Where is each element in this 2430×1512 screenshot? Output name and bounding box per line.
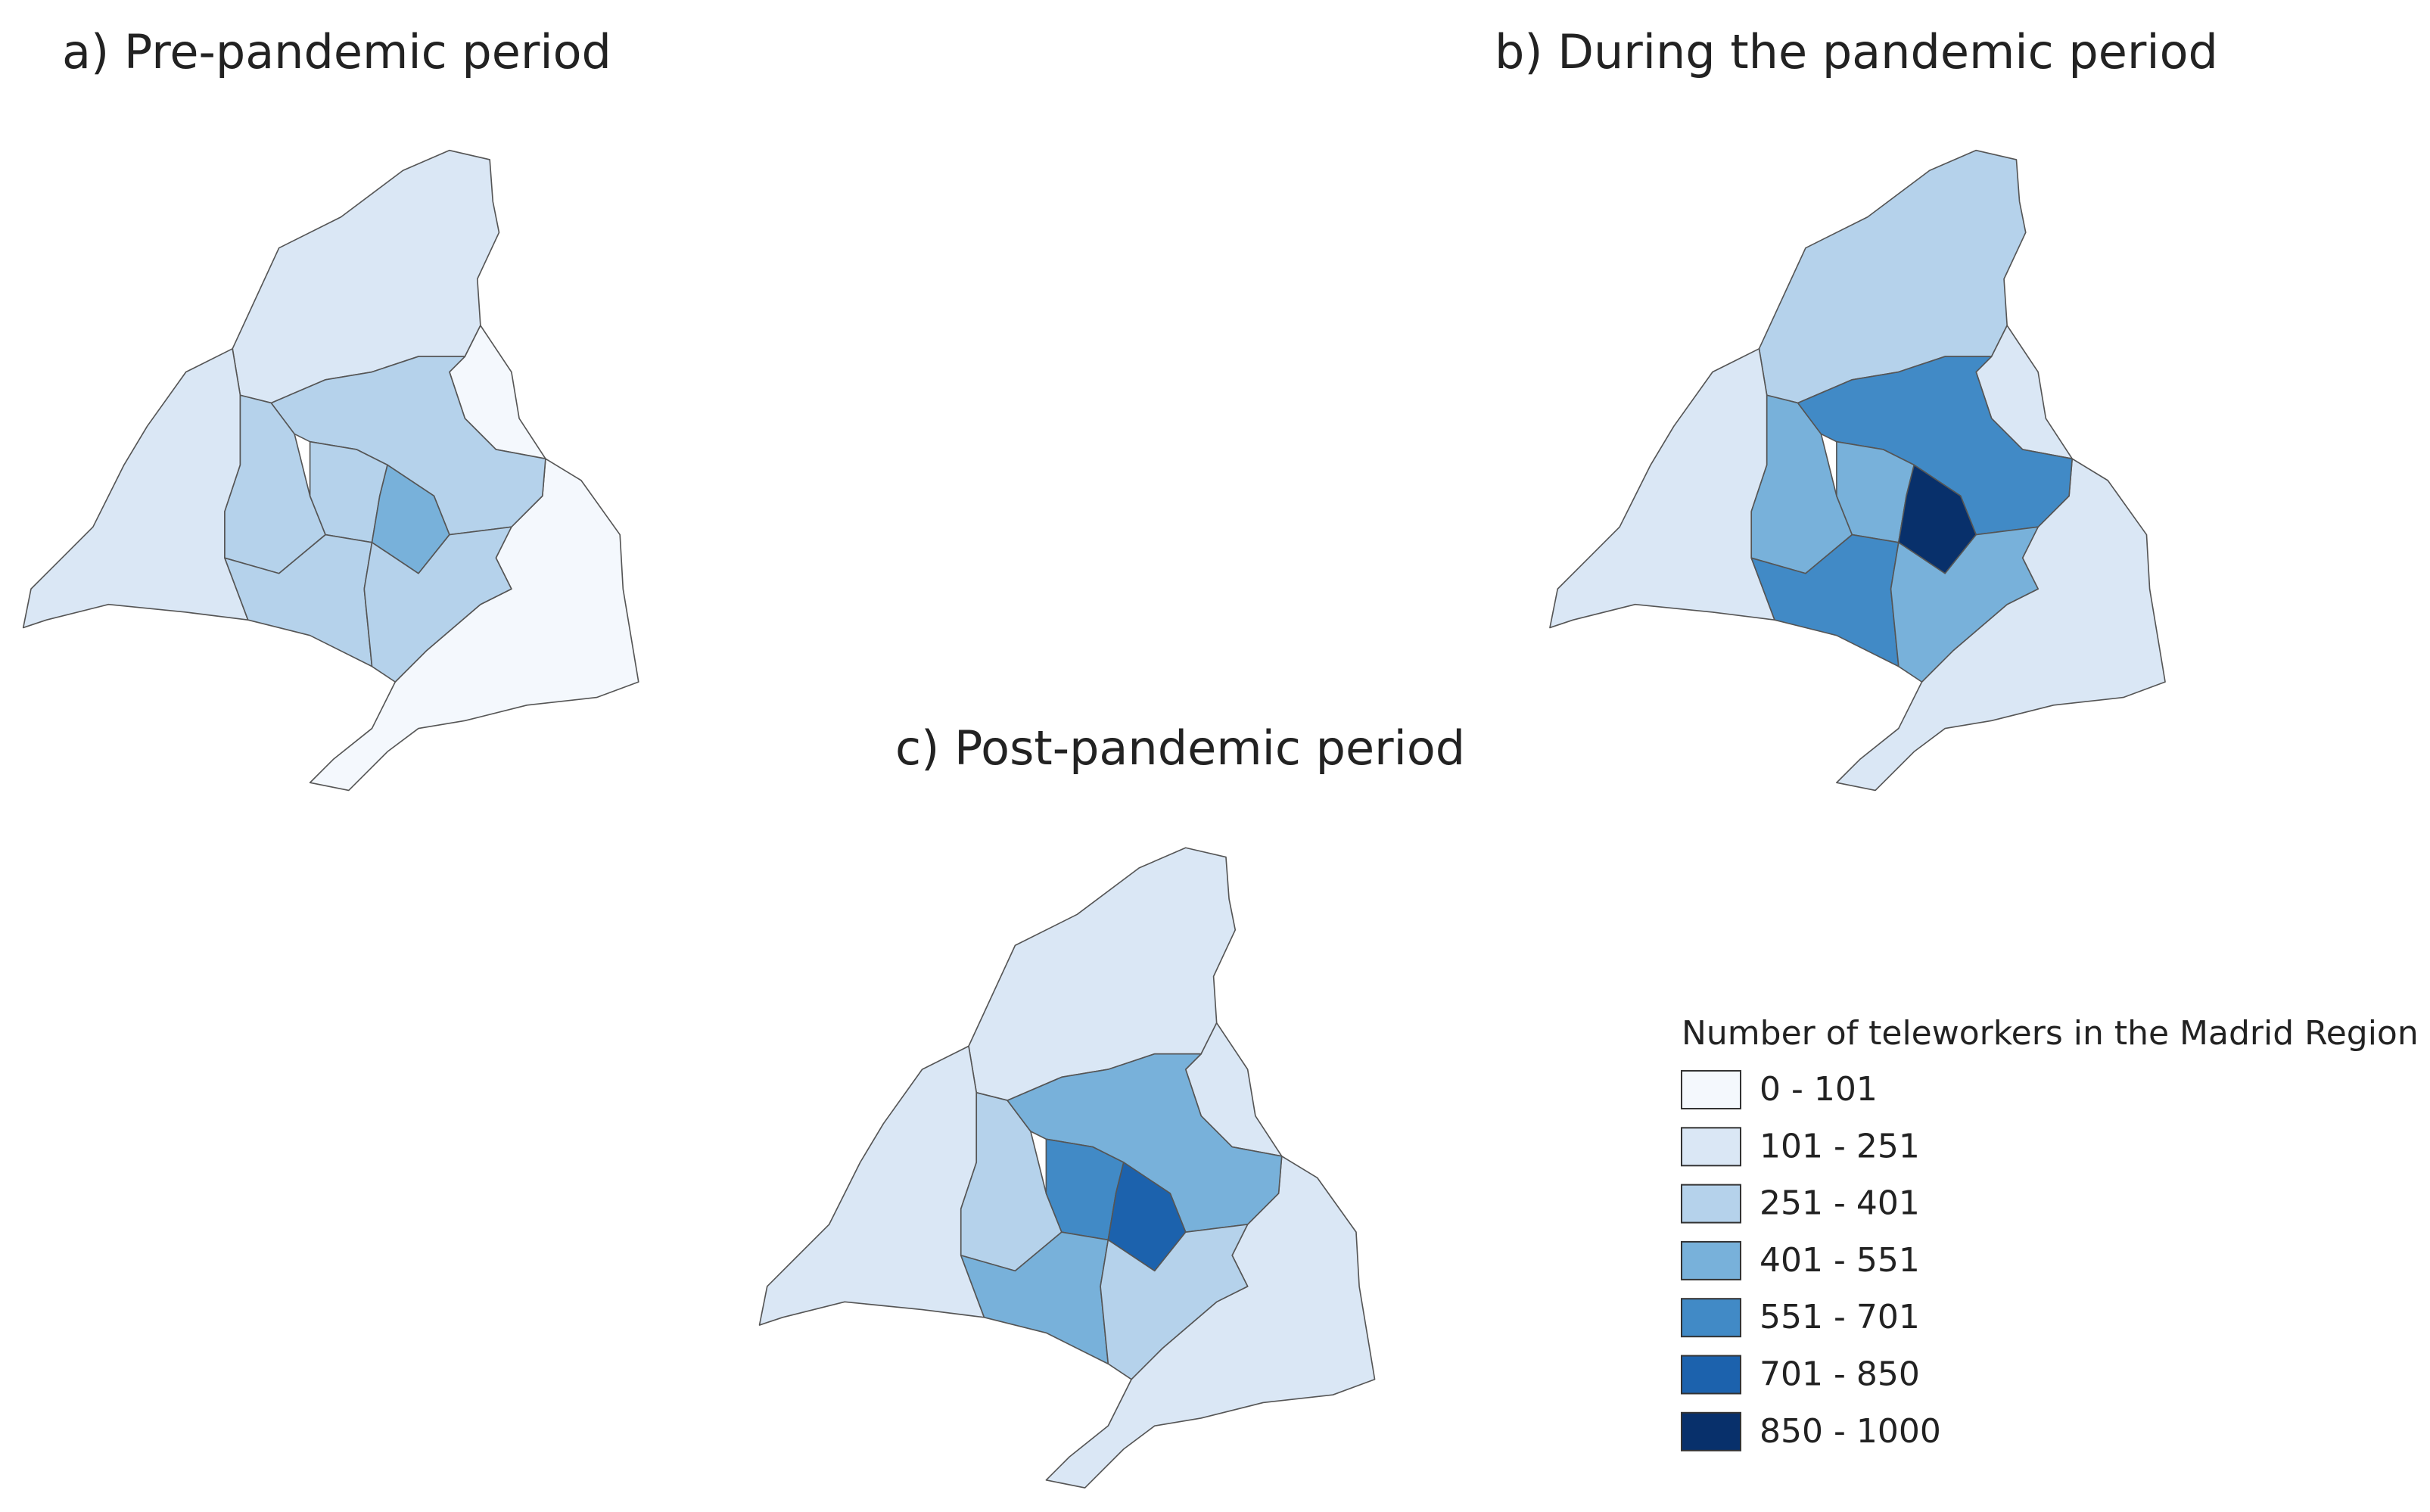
legend-label: 0 - 101: [1759, 1070, 1878, 1109]
panel-title: c) Post-pandemic period: [895, 720, 1465, 776]
region: [758, 1045, 985, 1326]
legend-label: 251 - 401: [1759, 1184, 1920, 1223]
region: [363, 526, 512, 683]
map-panel: [1549, 149, 2166, 792]
map-panel: [758, 847, 1376, 1489]
legend: 0 - 101 101 - 251 251 - 401 401 - 551 551 - …: [1681, 1070, 1941, 1451]
region: [1549, 347, 1775, 629]
legend-swatch: [1681, 1240, 1741, 1280]
legend-swatch: [1681, 1298, 1741, 1338]
legend-swatch: [1681, 1411, 1741, 1451]
legend-swatch: [1681, 1184, 1741, 1224]
maps: [22, 149, 2166, 1489]
panel-title: a) Pre-pandemic period: [62, 24, 611, 79]
panel-title: b) During the pandemic period: [1495, 24, 2218, 79]
legend-label: 101 - 251: [1759, 1127, 1920, 1165]
legend-title: Number of teleworkers in the Madrid Regi…: [1682, 1014, 2419, 1053]
region: [22, 347, 249, 629]
legend-swatch: [1681, 1127, 1741, 1167]
legend-label: 551 - 701: [1759, 1298, 1920, 1336]
legend-label: 401 - 551: [1759, 1241, 1920, 1280]
region: [1890, 526, 2039, 683]
legend-label: 701 - 850: [1759, 1355, 1920, 1394]
map-panel: [22, 149, 639, 792]
legend-label: 850 - 1000: [1759, 1412, 1941, 1451]
legend-swatch: [1681, 1355, 1741, 1395]
legend-swatch: [1681, 1070, 1741, 1109]
region: [1100, 1224, 1249, 1380]
